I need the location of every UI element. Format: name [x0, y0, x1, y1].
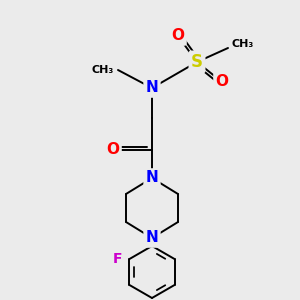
Text: O: O: [106, 142, 119, 158]
Text: CH₃: CH₃: [232, 39, 254, 49]
Text: O: O: [215, 74, 229, 89]
Text: N: N: [146, 170, 158, 185]
Text: F: F: [113, 252, 122, 266]
Text: N: N: [146, 230, 158, 245]
Text: O: O: [172, 28, 184, 44]
Text: N: N: [146, 80, 158, 95]
Text: CH₃: CH₃: [92, 65, 114, 75]
Text: S: S: [191, 53, 203, 71]
